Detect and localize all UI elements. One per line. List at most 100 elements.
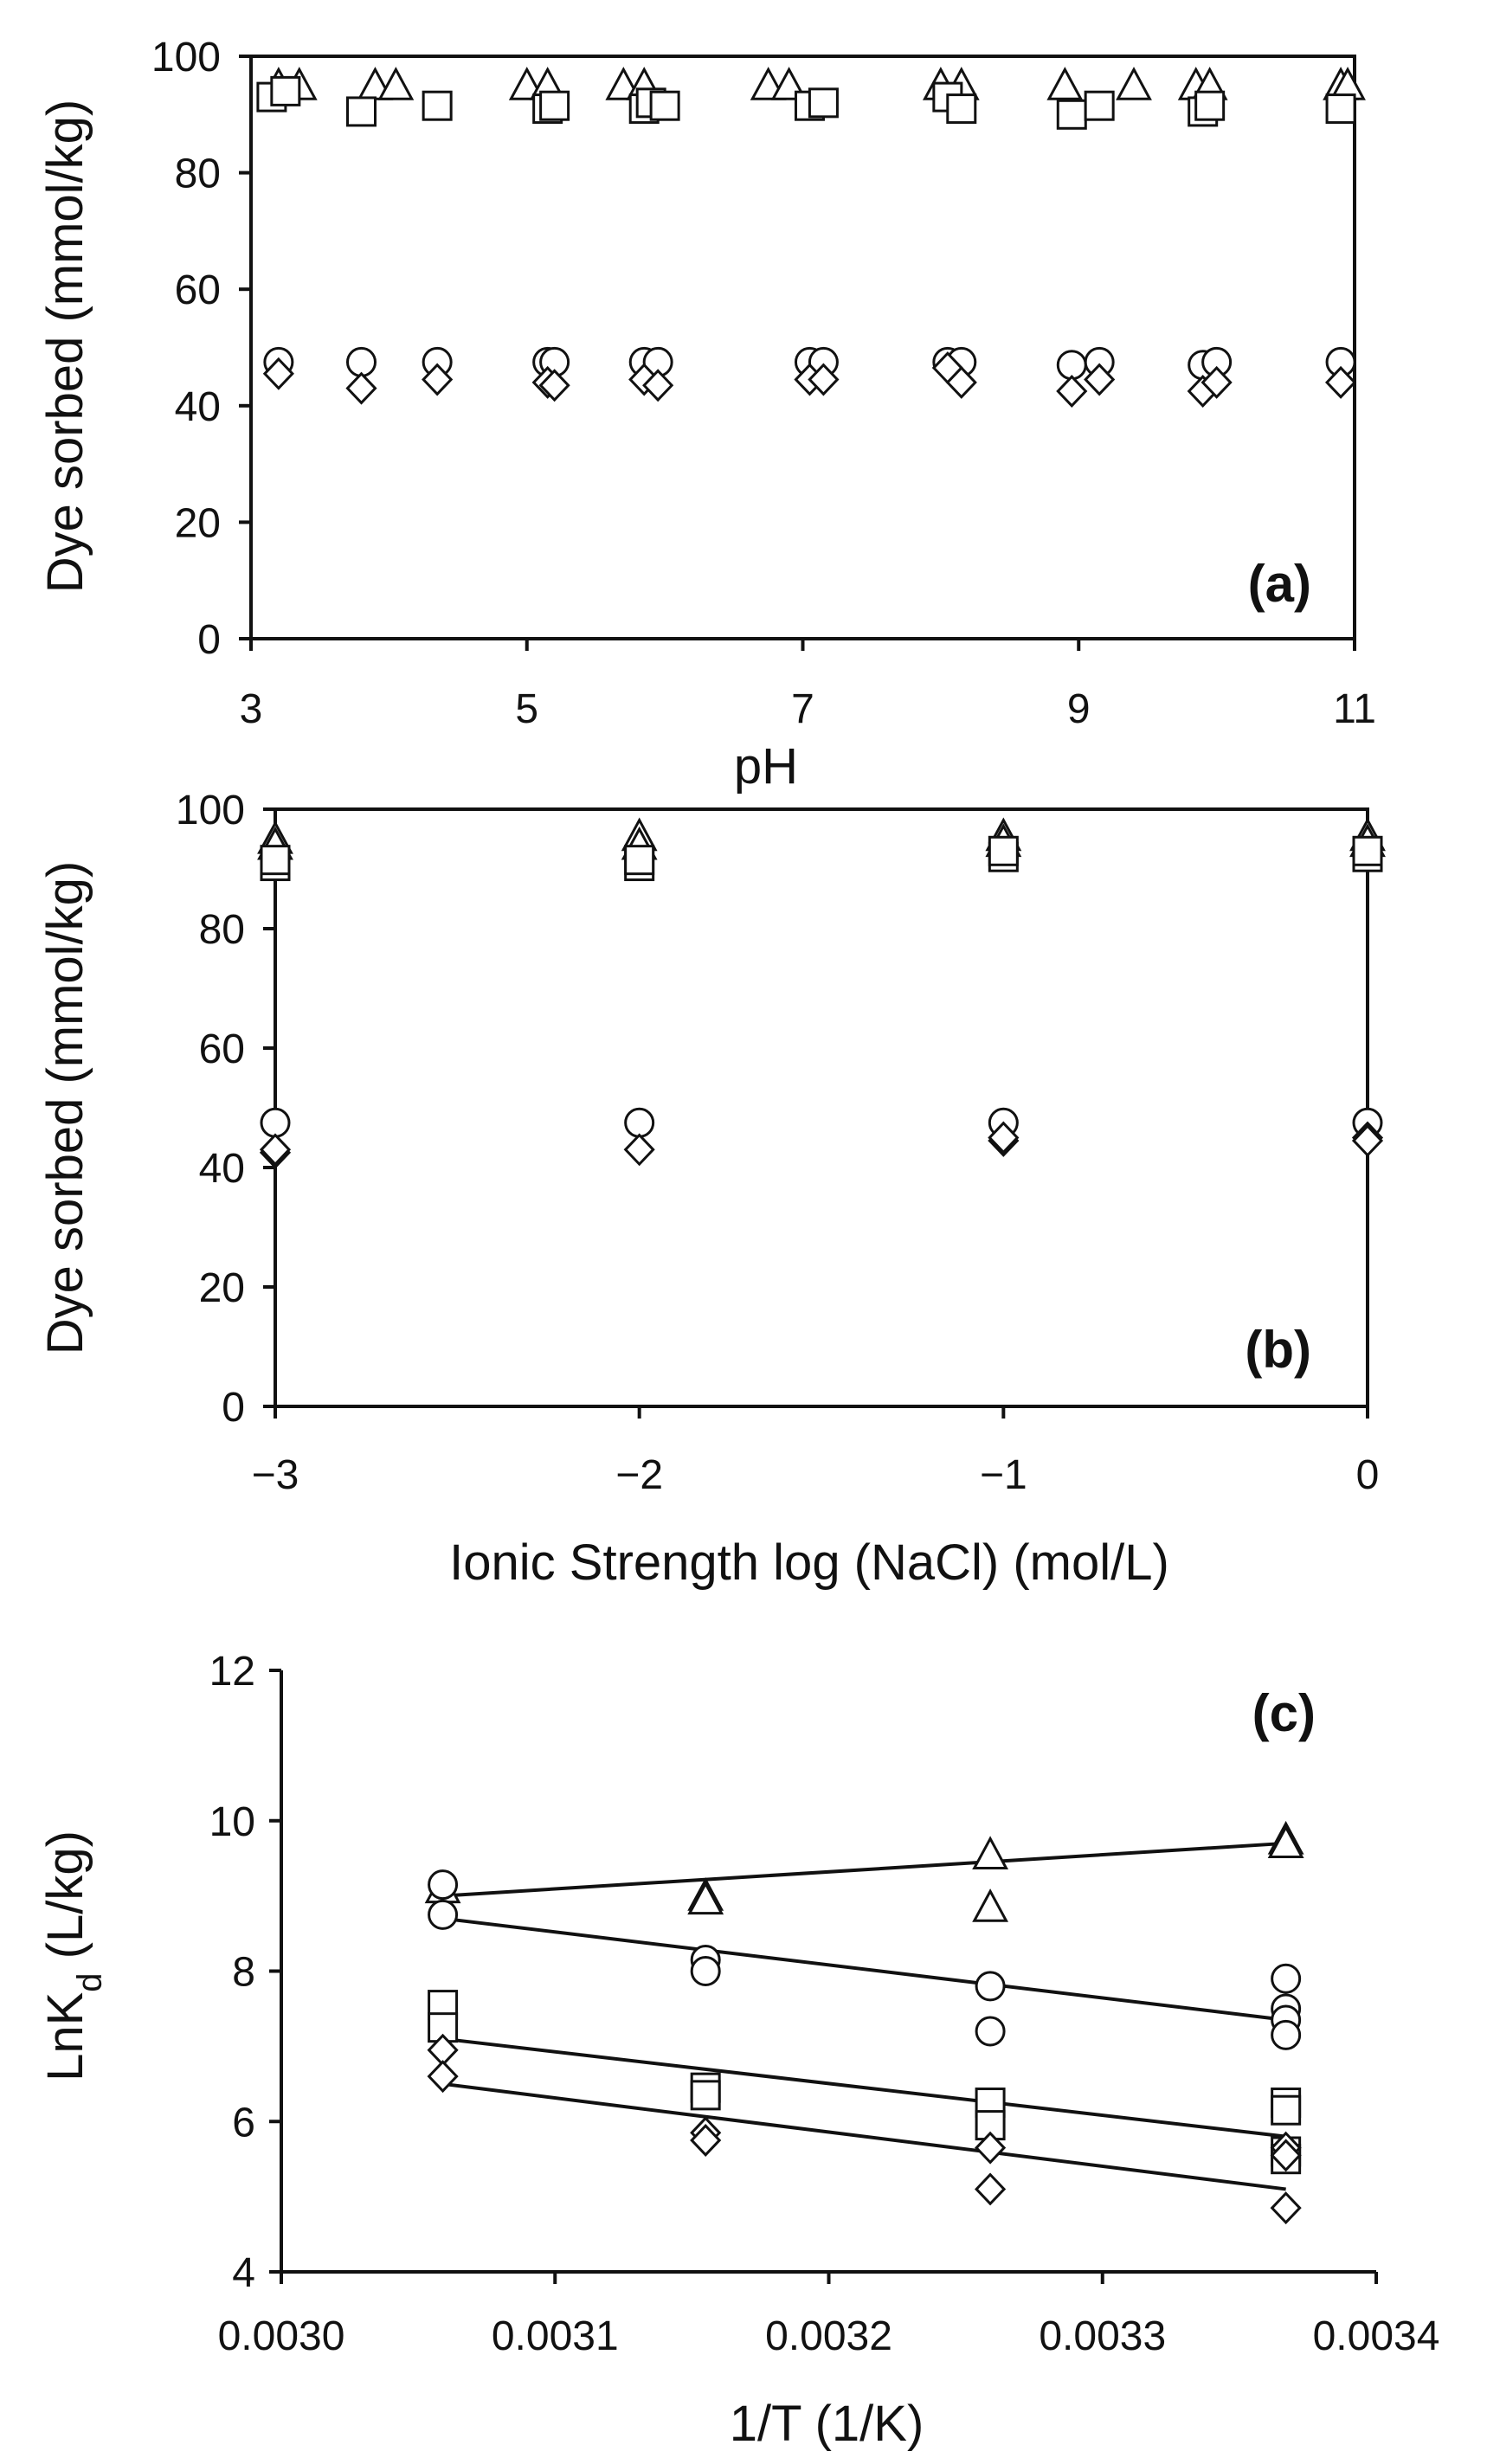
panel-b: 0 20 40 60 80 100 −3 −2 −1 0 Ionic Strength log (… [37, 788, 1386, 1591]
panel-b-square-point-1 [260, 845, 291, 876]
panel-a-circle-point-1 [346, 346, 377, 377]
panel-a-square-point-14 [1084, 90, 1115, 121]
panel-a-square-point-16 [1194, 90, 1226, 121]
panel-c-x-tick-label-0: 0.0030 [218, 2313, 345, 2359]
panel-c-triangle-point-4 [972, 1888, 1009, 1922]
panel-b-label: (b) [1245, 1321, 1311, 1379]
panel-a-diamond-point-8 [808, 363, 840, 396]
panel-b-x-tick-label-2: −1 [980, 1452, 1027, 1498]
panel-a-y-tick-label-0: 0 [197, 617, 221, 663]
panel-a-triangle-point-3 [377, 67, 415, 100]
panel-c-diamond-point-7 [1270, 2139, 1302, 2172]
panel-a-triangle-point-12 [1046, 67, 1084, 100]
panel-a-x-tick-label-0: 3 [240, 686, 263, 732]
panel-c-square-point-3 [690, 2080, 721, 2111]
panel-a-diamond-point-12 [1084, 363, 1116, 396]
panel-b-circle-point-1 [624, 1107, 655, 1138]
panel-c-diamond-point-5 [975, 2172, 1007, 2206]
panel-a-diamond-point-0 [262, 357, 294, 390]
panel-a-plot-area: 0 20 40 60 80 100 3 5 7 9 11 [151, 35, 1376, 732]
panel-a-circle-series [263, 346, 1356, 381]
panel-a-square-point-10 [808, 87, 839, 119]
panel-c-circle-point-9 [1271, 2019, 1302, 2050]
panel-b-y-tick-label-5: 100 [176, 788, 245, 833]
panel-a-y-tick-label-5: 100 [151, 35, 221, 80]
panel-b-y-tick-label-0: 0 [222, 1385, 245, 1431]
panel-a-y-tick-label-1: 20 [175, 500, 221, 546]
panel-a-x-tick-label-4: 11 [1333, 686, 1376, 732]
panel-b-diamond-point-6 [1351, 1123, 1384, 1157]
panel-c-diamond-series [427, 2033, 1302, 2225]
panel-a-y-tick-label-3: 60 [175, 267, 221, 313]
panel-a-square-point-1 [270, 75, 301, 106]
panel-a-square-point-2 [346, 96, 377, 127]
panel-c-y-tick-label-1: 6 [232, 2100, 255, 2146]
panel-a-diamond-point-4 [538, 369, 570, 402]
panel-a-triangle-point-13 [1116, 67, 1152, 100]
panel-a-y-axis-title: Dye sorbed (mmol/kg) [37, 100, 93, 593]
panel-a-diamond-point-14 [1201, 365, 1233, 399]
panel-c-diamond-point-4 [975, 2131, 1007, 2165]
panel-a-diamond-point-6 [642, 369, 674, 402]
panel-c-y-title-suffix: (L/kg) [37, 1830, 93, 1972]
panel-c-circle-point-1 [428, 1899, 459, 1930]
panel-a-diamond-point-1 [345, 371, 377, 405]
panel-b-y-tick-label-4: 80 [199, 907, 245, 953]
panel-c-square-point-7 [1271, 2094, 1302, 2126]
panel-a-x-axis-title: pH [734, 738, 798, 795]
panel-c-circle-series [428, 1869, 1302, 2050]
panel-b-square-point-3 [624, 845, 655, 876]
panel-b-y-tick-label-2: 40 [199, 1146, 245, 1192]
panel-c-triangle-fit-line [442, 1841, 1286, 1898]
panel-c-x-tick-label-1: 0.0031 [492, 2313, 619, 2359]
panel-a-square-point-3 [422, 90, 453, 121]
panel-a-square-point-17 [1325, 93, 1356, 125]
panel-b-y-tick-label-1: 20 [199, 1265, 245, 1311]
panel-a-diamond-point-15 [1324, 365, 1357, 399]
panel-c-y-title-sub: d [71, 1972, 109, 1991]
panel-b-x-tick-label-3: 0 [1356, 1452, 1380, 1498]
panel-c-circle-point-0 [428, 1869, 459, 1901]
panel-c-y-title-main: LnK [37, 1991, 93, 2081]
panel-c-diamond-point-8 [1270, 2191, 1302, 2225]
panel-a: 0 20 40 60 80 100 3 5 7 9 11 pH Dye sorbed (mmol/k… [37, 35, 1376, 795]
panel-b-triangle-series [257, 817, 1386, 860]
panel-a-axes-frame [249, 55, 1356, 640]
panel-b-x-axis-title: Ionic Strength log (NaCl) (mol/L) [449, 1534, 1169, 1591]
panel-b-square-series [260, 835, 1383, 882]
panel-b-plot-area: 0 20 40 60 80 100 −3 −2 −1 0 [176, 788, 1386, 1498]
panel-c-x-axis-title: 1/T (1/K) [730, 2396, 924, 2452]
panel-a-diamond-point-10 [945, 365, 977, 399]
panel-a-x-tick-label-2: 7 [791, 686, 814, 732]
panel-c-circle-fit-line [442, 1916, 1286, 2022]
panel-b-square-point-7 [1352, 835, 1383, 866]
panel-c-x-tick-label-2: 0.0032 [765, 2313, 892, 2359]
panel-c-circle-point-6 [1271, 1963, 1302, 1994]
panel-b-y-axis-title: Dye sorbed (mmol/kg) [37, 861, 93, 1354]
panel-a-circle-point-11 [1056, 350, 1087, 381]
panel-c-triangle-point-2 [687, 1881, 724, 1915]
panel-c-square-fit-line [442, 2036, 1286, 2139]
panel-a-y-tick-label-4: 80 [175, 151, 221, 197]
panel-a-square-point-12 [946, 93, 977, 125]
panel-c-diamond-fit-line [442, 2081, 1286, 2191]
panel-c-diamond-point-1 [427, 2060, 459, 2094]
panel-b-diamond-series [259, 1121, 1384, 1169]
panel-b-diamond-point-1 [259, 1133, 292, 1167]
panel-b-y-tick-label-3: 60 [199, 1026, 245, 1072]
panel-b-axes-frame [274, 807, 1369, 1408]
panel-c-y-tick-label-2: 8 [232, 1950, 255, 1996]
panel-a-x-tick-label-3: 9 [1067, 686, 1091, 732]
panel-c: 4 6 8 10 12 0.0030 0.0031 0.0032 0.0033 0.0034 1/… [37, 1649, 1439, 2452]
panel-a-square-point-13 [1056, 99, 1087, 130]
panel-c-y-axis-title: LnKd (L/kg) [37, 1830, 109, 2081]
panel-a-x-tick-label-1: 5 [515, 686, 538, 732]
panel-a-label: (a) [1248, 555, 1311, 613]
panel-c-square-series [428, 1990, 1302, 2175]
panel-c-circle-point-4 [975, 1971, 1006, 2002]
panel-b-x-tick-label-0: −3 [252, 1452, 299, 1498]
panel-c-circle-point-3 [690, 1956, 721, 1986]
panel-c-y-tick-label-3: 10 [209, 1799, 255, 1845]
panel-c-x-tick-label-4: 0.0034 [1313, 2313, 1440, 2359]
